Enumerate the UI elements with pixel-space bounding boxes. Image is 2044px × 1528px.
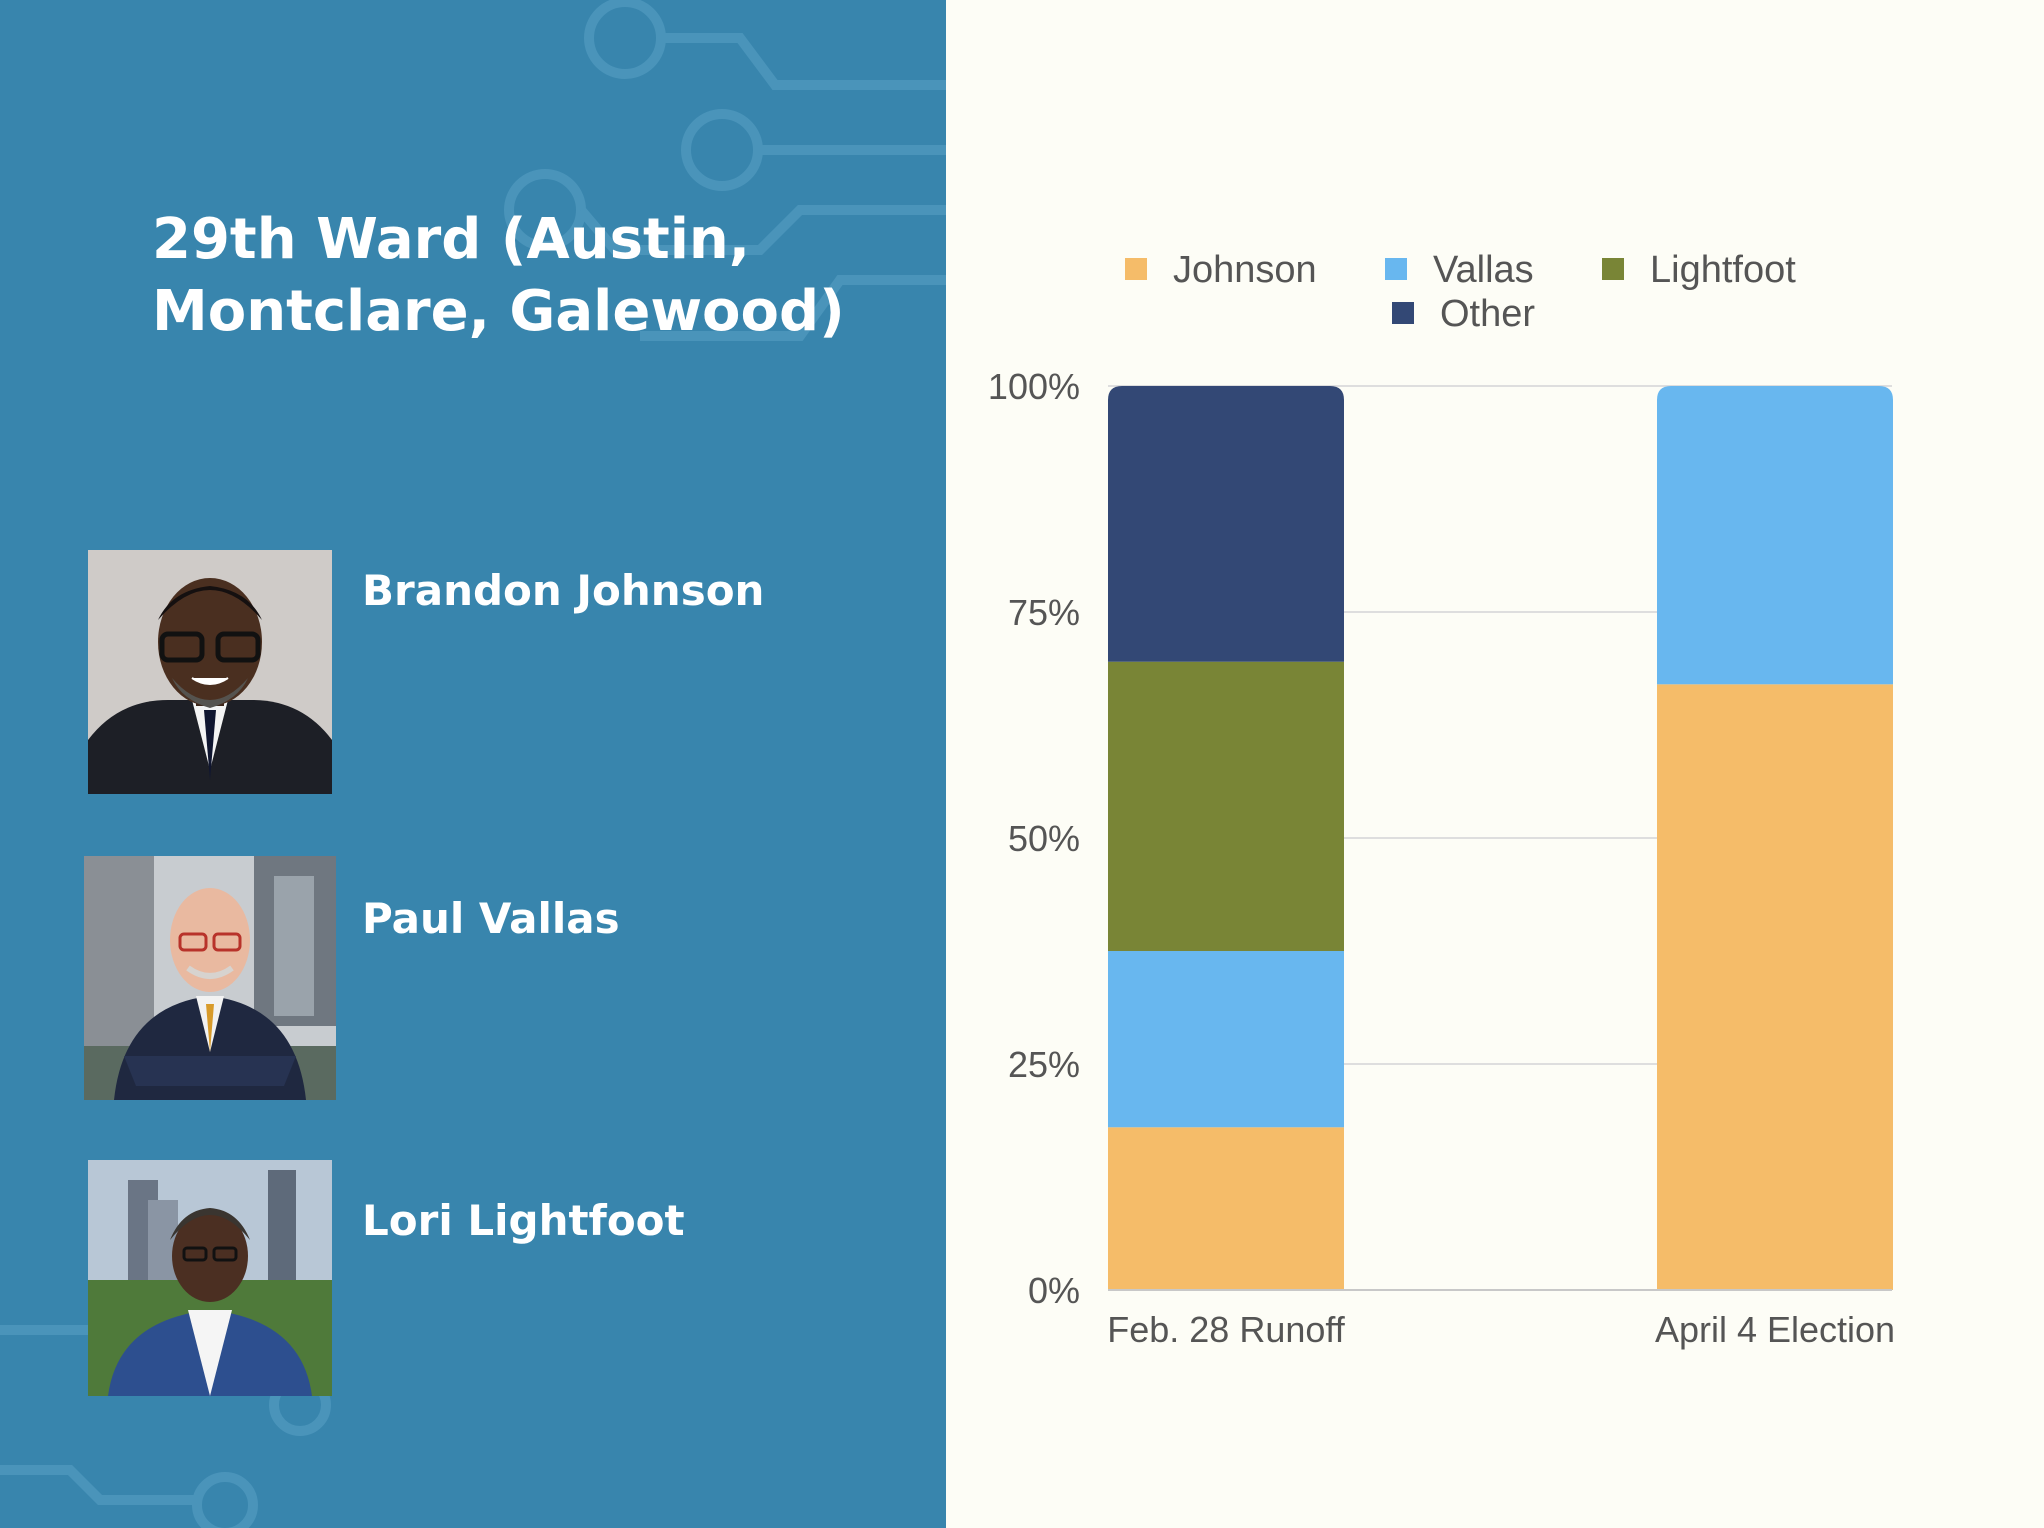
x-tick-label: April 4 Election [1655, 1309, 1895, 1350]
legend-item-other: Other [1392, 293, 1535, 335]
legend-swatch [1392, 302, 1414, 324]
bar-segment-vallas [1657, 386, 1893, 685]
ward-title: 29th Ward (Austin, Montclare, Galewood) [152, 207, 845, 344]
bar-segment-johnson [1657, 684, 1893, 1290]
legend-swatch [1125, 258, 1147, 280]
bar-stack [1657, 386, 1893, 1290]
legend-swatch [1602, 258, 1624, 280]
legend-item-vallas: Vallas [1385, 249, 1534, 291]
y-tick-label: 100% [988, 366, 1080, 407]
legend-label: Other [1440, 293, 1535, 335]
y-tick-label: 50% [1008, 818, 1080, 859]
legend-label: Vallas [1433, 249, 1534, 291]
lori-lightfoot-portrait-icon [88, 1160, 332, 1396]
legend-label: Lightfoot [1650, 249, 1796, 291]
left-panel: 29th Ward (Austin, Montclare, Galewood) … [0, 0, 946, 1528]
legend-item-lightfoot: Lightfoot [1602, 249, 1796, 291]
bar-segment-lightfoot [1108, 661, 1344, 951]
bar-stack [1108, 386, 1344, 1290]
legend: Johnson Vallas Lightfoot Other [1125, 249, 1796, 335]
bar-segment-vallas [1108, 951, 1344, 1128]
bar-segment-johnson [1108, 1127, 1344, 1290]
legend-swatch [1385, 258, 1407, 280]
candidate-name: Brandon Johnson [362, 566, 765, 615]
x-axis-labels: Feb. 28 Runoff April 4 Election [1107, 1309, 1895, 1350]
paul-vallas-portrait-icon [84, 856, 336, 1100]
candidate-name: Lori Lightfoot [362, 1196, 685, 1245]
legend-label: Johnson [1173, 249, 1317, 291]
y-axis-ticks: 0% 25% 50% 75% 100% [988, 366, 1080, 1311]
legend-item-johnson: Johnson [1125, 249, 1317, 291]
candidate-name: Paul Vallas [362, 894, 620, 943]
brandon-johnson-portrait-icon [88, 550, 332, 794]
x-tick-label: Feb. 28 Runoff [1107, 1309, 1345, 1350]
y-tick-label: 0% [1028, 1270, 1080, 1311]
y-tick-label: 75% [1008, 592, 1080, 633]
bar-segment-other [1108, 386, 1344, 662]
y-tick-label: 25% [1008, 1044, 1080, 1085]
stacked-bar-chart: 0% 25% 50% 75% 100% Feb. 28 Runoff April 4 El… [988, 249, 1895, 1350]
bars [1108, 386, 1893, 1290]
